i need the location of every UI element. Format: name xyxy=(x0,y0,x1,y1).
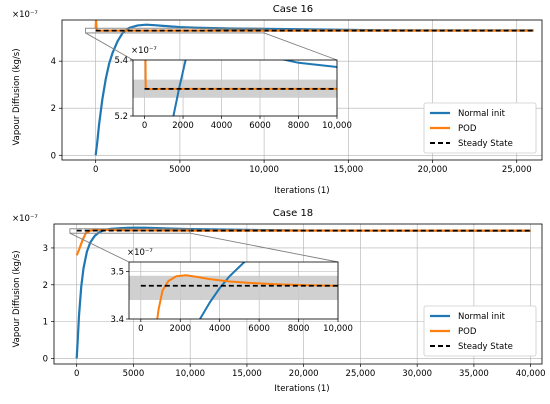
inset-x-tick-label: 10,000 xyxy=(323,324,353,334)
inset-x-tick-label: 6000 xyxy=(248,324,270,334)
inset-y-tick-label: 5.2 xyxy=(114,112,128,122)
inset-x-tick-label: 2000 xyxy=(169,324,191,334)
inset-series-line-normal-init xyxy=(172,60,337,116)
legend-label-normal-init: Normal init xyxy=(458,109,506,119)
inset-y-ticks: 5.2 5.4 xyxy=(114,56,133,122)
inset-grid xyxy=(129,262,339,320)
inset-x-tick-label: 10,000 xyxy=(322,121,352,131)
legend-label-normal-init: Normal init xyxy=(458,312,506,322)
zoom-connector xyxy=(263,32,338,61)
x-tick-label: 0 xyxy=(93,165,98,175)
inset-x-tick-label: 8000 xyxy=(288,324,310,334)
x-tick-label: 10,000 xyxy=(175,369,205,379)
zoom-indicator xyxy=(85,27,338,61)
plot-frame xyxy=(53,223,543,365)
zoom-connector xyxy=(69,232,130,263)
x-tick-label: 20,000 xyxy=(418,165,448,175)
zoom-connector xyxy=(85,32,134,61)
y-tick-label: 4 xyxy=(51,57,56,67)
inset-x-tick-label: 2000 xyxy=(172,121,194,131)
chart-title: Case 16 xyxy=(273,4,313,15)
y-axis-label: Vapour Diffusion (kg/s) xyxy=(12,48,22,145)
x-axis-label: Iterations (1) xyxy=(274,186,329,196)
inset-y-tick-label: 3.4 xyxy=(110,315,124,325)
y-tick-label: 2 xyxy=(43,281,48,291)
series-group xyxy=(94,20,534,156)
inset-series-line-normal-init xyxy=(199,262,246,319)
series-line-pod xyxy=(75,228,531,256)
legend-box xyxy=(423,102,537,154)
y-ticks: 0 2 4 xyxy=(51,57,62,161)
inset-x-tick-label: 6000 xyxy=(249,121,271,131)
x-axis-label: Iterations (1) xyxy=(274,384,329,394)
inset-plot: ×10⁻⁷ 0 2000 4000 6000 8000 10,000 3.4 3… xyxy=(110,248,352,334)
zoom-region xyxy=(69,228,191,234)
inset-x-tick-label: 8000 xyxy=(288,121,310,131)
legend-label-pod: POD xyxy=(458,124,477,134)
y-tick-label: 0 xyxy=(43,354,48,364)
inset-y-scale-label: ×10⁻⁷ xyxy=(131,46,157,56)
legend-label-steady-state: Steady State xyxy=(458,342,513,352)
x-tick-label: 25,000 xyxy=(502,165,532,175)
panel-case-16: Case 16 ×10⁻⁷ Vapour Diffusion (kg/s) It… xyxy=(12,4,543,196)
inset-x-tick-label: 0 xyxy=(138,324,143,334)
inset-x-tick-label: 4000 xyxy=(211,121,233,131)
x-ticks: 0 5000 10,000 15,000 20,000 25,000 xyxy=(93,160,532,175)
inset-x-tick-label: 4000 xyxy=(209,324,231,334)
inset-x-tick-label: 0 xyxy=(142,121,147,131)
x-tick-label: 5000 xyxy=(123,369,145,379)
x-tick-label: 0 xyxy=(74,369,79,379)
legend-box xyxy=(423,305,537,357)
inset-x-ticks: 0 2000 4000 6000 8000 10,000 xyxy=(138,319,353,334)
x-tick-label: 15,000 xyxy=(232,369,262,379)
inset-y-ticks: 3.4 3.5 xyxy=(110,268,129,325)
x-tick-label: 40,000 xyxy=(516,369,546,379)
x-tick-label: 30,000 xyxy=(402,369,432,379)
x-tick-label: 20,000 xyxy=(289,369,319,379)
x-tick-label: 10,000 xyxy=(249,165,279,175)
x-tick-label: 35,000 xyxy=(459,369,489,379)
inset-frame xyxy=(132,59,338,117)
inset-y-scale-label: ×10⁻⁷ xyxy=(127,248,153,258)
series-group xyxy=(75,226,531,359)
zoom-connector xyxy=(190,232,339,263)
inset-plot: ×10⁻⁷ 0 2000 4000 6000 8000 10,000 5.2 5… xyxy=(114,46,352,131)
y-scale-label: ×10⁻⁷ xyxy=(12,10,38,20)
x-tick-label: 25,000 xyxy=(346,369,376,379)
zoom-region xyxy=(85,27,265,34)
inset-frame xyxy=(128,261,339,320)
x-tick-label: 15,000 xyxy=(333,165,363,175)
y-tick-label: 2 xyxy=(51,104,56,114)
panel-case-18: Case 18 ×10⁻⁷ Vapour Diffusion (kg/s) It… xyxy=(12,208,546,394)
series-line-normal-init xyxy=(94,23,534,156)
y-ticks: 0 1 2 3 xyxy=(43,244,54,364)
y-tick-label: 0 xyxy=(51,151,56,161)
y-scale-label: ×10⁻⁷ xyxy=(12,214,38,224)
y-axis-label: Vapour Diffusion (kg/s) xyxy=(12,250,22,347)
x-tick-label: 5000 xyxy=(169,165,191,175)
inset-series-group xyxy=(140,262,338,319)
plot-frame xyxy=(61,19,543,161)
zoom-indicator xyxy=(69,228,339,263)
inset-x-ticks: 0 2000 4000 6000 8000 10,000 xyxy=(142,116,352,131)
inset-y-tick-label: 3.5 xyxy=(110,268,124,278)
inset-y-tick-label: 5.4 xyxy=(114,56,128,66)
legend-label-steady-state: Steady State xyxy=(458,139,513,149)
chart-title: Case 18 xyxy=(273,208,313,219)
legend-label-pod: POD xyxy=(458,327,477,337)
inset-series-line-pod xyxy=(156,274,338,319)
inset-series-group xyxy=(144,60,337,116)
legend: Normal init POD Steady State xyxy=(423,102,537,154)
y-tick-label: 1 xyxy=(43,318,48,328)
legend: Normal init POD Steady State xyxy=(423,305,537,357)
x-ticks: 0 5000 10,000 15,000 20,000 25,000 30,00… xyxy=(74,364,546,379)
y-tick-label: 3 xyxy=(43,244,48,254)
